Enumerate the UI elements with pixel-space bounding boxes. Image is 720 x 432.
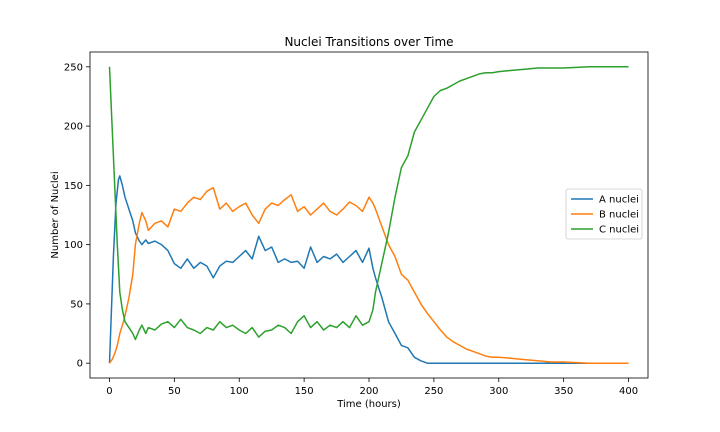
series-line-a <box>108 175 589 364</box>
x-tick-label: 150 <box>295 386 314 397</box>
x-tick-label: 50 <box>168 386 181 397</box>
y-axis-label: Number of Nuclei <box>50 171 61 258</box>
x-axis: 0 50 100 150 200 250 300 350 400 <box>106 378 638 397</box>
legend-label: B nuclei <box>599 210 639 221</box>
legend-label: A nuclei <box>599 195 639 206</box>
x-tick-label: 100 <box>230 386 249 397</box>
legend-box <box>565 188 643 240</box>
series-line-b <box>108 186 629 364</box>
x-tick-label: 400 <box>619 386 638 397</box>
y-tick-label: 200 <box>64 122 83 133</box>
x-tick-label: 350 <box>554 386 573 397</box>
legend: A nuclei B nuclei C nuclei <box>565 188 643 240</box>
y-tick-label: 0 <box>77 359 83 370</box>
x-tick-label: 200 <box>359 386 378 397</box>
y-tick-label: 150 <box>64 181 83 192</box>
plot-area <box>108 66 629 364</box>
x-tick-label: 0 <box>106 386 112 397</box>
x-axis-label: Time (hours) <box>336 399 401 410</box>
y-axis: 0 50 100 150 200 250 <box>64 62 90 370</box>
y-tick-label: 50 <box>70 299 83 310</box>
y-tick-label: 100 <box>64 240 83 251</box>
series-line-c <box>108 66 629 341</box>
x-tick-label: 300 <box>489 386 508 397</box>
x-tick-label: 250 <box>424 386 443 397</box>
y-tick-label: 250 <box>64 62 83 73</box>
legend-label: C nuclei <box>599 225 639 236</box>
chart-title: Nuclei Transitions over Time <box>284 35 453 49</box>
